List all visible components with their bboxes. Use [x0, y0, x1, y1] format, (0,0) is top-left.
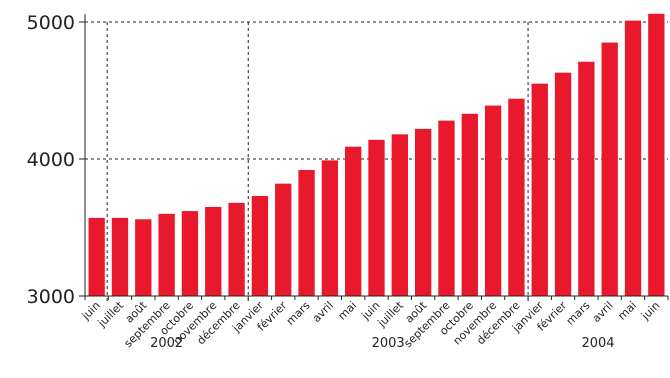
y-tick-labels: 3000 4000 5000 — [27, 12, 75, 308]
bar-15 — [438, 120, 455, 296]
bar-7 — [251, 195, 269, 296]
y-tick-label: 5000 — [27, 12, 75, 34]
bar-16 — [461, 113, 478, 296]
bar-21 — [578, 61, 595, 297]
bar-17 — [484, 105, 502, 296]
y-tick-label: 3000 — [27, 286, 75, 308]
bar-18 — [508, 98, 525, 296]
bar-6 — [228, 202, 245, 296]
bar-19 — [531, 83, 548, 297]
bar-1 — [111, 217, 129, 296]
bar-9 — [298, 169, 315, 296]
bar-23 — [624, 20, 642, 296]
bar-2 — [135, 219, 152, 296]
bars — [88, 13, 665, 297]
x-tick-label: avril — [310, 299, 336, 325]
x-tick-label: mars — [564, 299, 593, 328]
bar-4 — [181, 211, 199, 296]
year-label: 2003 — [372, 336, 405, 351]
x-tick-label: mai — [615, 299, 639, 323]
y-tick-label: 4000 — [27, 149, 75, 171]
x-tick-label: juillet — [95, 298, 127, 330]
bar-14 — [414, 128, 432, 296]
bar-5 — [205, 206, 222, 296]
bar-20 — [554, 72, 572, 296]
bar-10 — [321, 160, 339, 296]
grid-lines — [85, 21, 668, 302]
year-label: 2004 — [581, 336, 614, 351]
bar-24 — [648, 13, 665, 297]
bar-11 — [345, 146, 362, 296]
bar-22 — [601, 42, 618, 296]
axes — [79, 14, 669, 300]
x-tick-label: mai — [336, 299, 360, 323]
bar-13 — [391, 134, 408, 296]
bar-12 — [368, 139, 385, 296]
bar-8 — [275, 183, 292, 296]
bar-0 — [88, 217, 105, 296]
x-tick-label: juillet — [375, 298, 407, 330]
x-tick-label: avril — [590, 299, 616, 325]
year-label: 2002 — [150, 336, 183, 351]
x-tick-label: juin — [638, 299, 662, 323]
bar-3 — [158, 213, 175, 296]
x-tick-label: mars — [284, 299, 313, 328]
year-labels: 2002 2003 2004 — [150, 336, 615, 351]
